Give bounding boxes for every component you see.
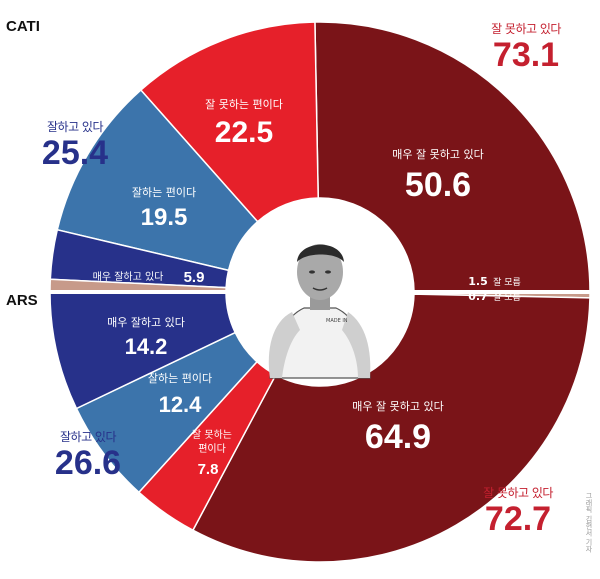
ars-very-bad-value: 64.9 xyxy=(365,418,431,456)
ars-somewhat-bad-label-1: 잘 못하는 xyxy=(192,428,232,441)
ars-unknown-label: 잘 모름 xyxy=(493,291,521,303)
cati-very-good-value: 5.9 xyxy=(184,269,205,286)
cati-unknown-value: 1.5 xyxy=(468,275,488,288)
cati-somewhat-good-label: 잘하는 편이다 xyxy=(132,185,196,199)
cati-very-bad-label: 매우 잘 못하고 있다 xyxy=(392,147,483,161)
ars-very-good-value: 14.2 xyxy=(125,334,168,359)
ars-somewhat-bad-value: 7.8 xyxy=(198,461,219,478)
ars-bad-total: 잘 못하고 있다 72.7 xyxy=(462,484,574,537)
cati-bad-total-label: 잘 못하고 있다 xyxy=(491,22,561,36)
person-photo: MADE IN xyxy=(268,244,371,379)
ars-good-total-label: 잘하고 있다 xyxy=(59,430,117,444)
graphic-credit: 그래픽 김현서 기자 xyxy=(585,492,593,553)
cati-somewhat-bad-label: 잘 못하는 편이다 xyxy=(205,97,283,111)
ars-bad-total-label: 잘 못하고 있다 xyxy=(483,486,553,500)
ars-somewhat-bad-label-2: 편이다 xyxy=(198,443,226,455)
cati-somewhat-bad-value: 22.5 xyxy=(215,116,273,149)
cati-very-good-label: 매우 잘하고 있다 xyxy=(93,270,164,283)
cati-unknown-label: 잘 모름 xyxy=(493,276,521,288)
ars-very-bad-label: 매우 잘 못하고 있다 xyxy=(352,399,443,413)
cati-bad-total-value: 73.1 xyxy=(492,36,560,74)
donut-slices xyxy=(49,21,591,563)
cati-somewhat-good-value: 19.5 xyxy=(141,204,188,231)
ars-bad-total-value: 72.7 xyxy=(484,500,552,538)
ars-unknown-value: 0.7 xyxy=(468,290,488,303)
shirt-text: MADE IN xyxy=(326,318,348,324)
cati-good-total: 잘하고 있다 25.4 xyxy=(38,118,112,171)
cati-label: CATI xyxy=(6,18,40,35)
cati-bad-total: 잘 못하고 있다 73.1 xyxy=(470,20,582,73)
cati-good-total-value: 25.4 xyxy=(41,134,109,172)
ars-label: ARS xyxy=(6,292,38,309)
cati-very-bad-value: 50.6 xyxy=(405,166,471,204)
ars-good-total-value: 26.6 xyxy=(54,444,122,482)
ars-somewhat-good-label: 잘하는 편이다 xyxy=(148,371,212,385)
ars-somewhat-good-value: 12.4 xyxy=(159,392,203,417)
ars-good-total: 잘하고 있다 26.6 xyxy=(48,428,128,481)
ars-very-good-label: 매우 잘하고 있다 xyxy=(107,315,185,329)
cati-good-total-label: 잘하고 있다 xyxy=(46,120,104,134)
